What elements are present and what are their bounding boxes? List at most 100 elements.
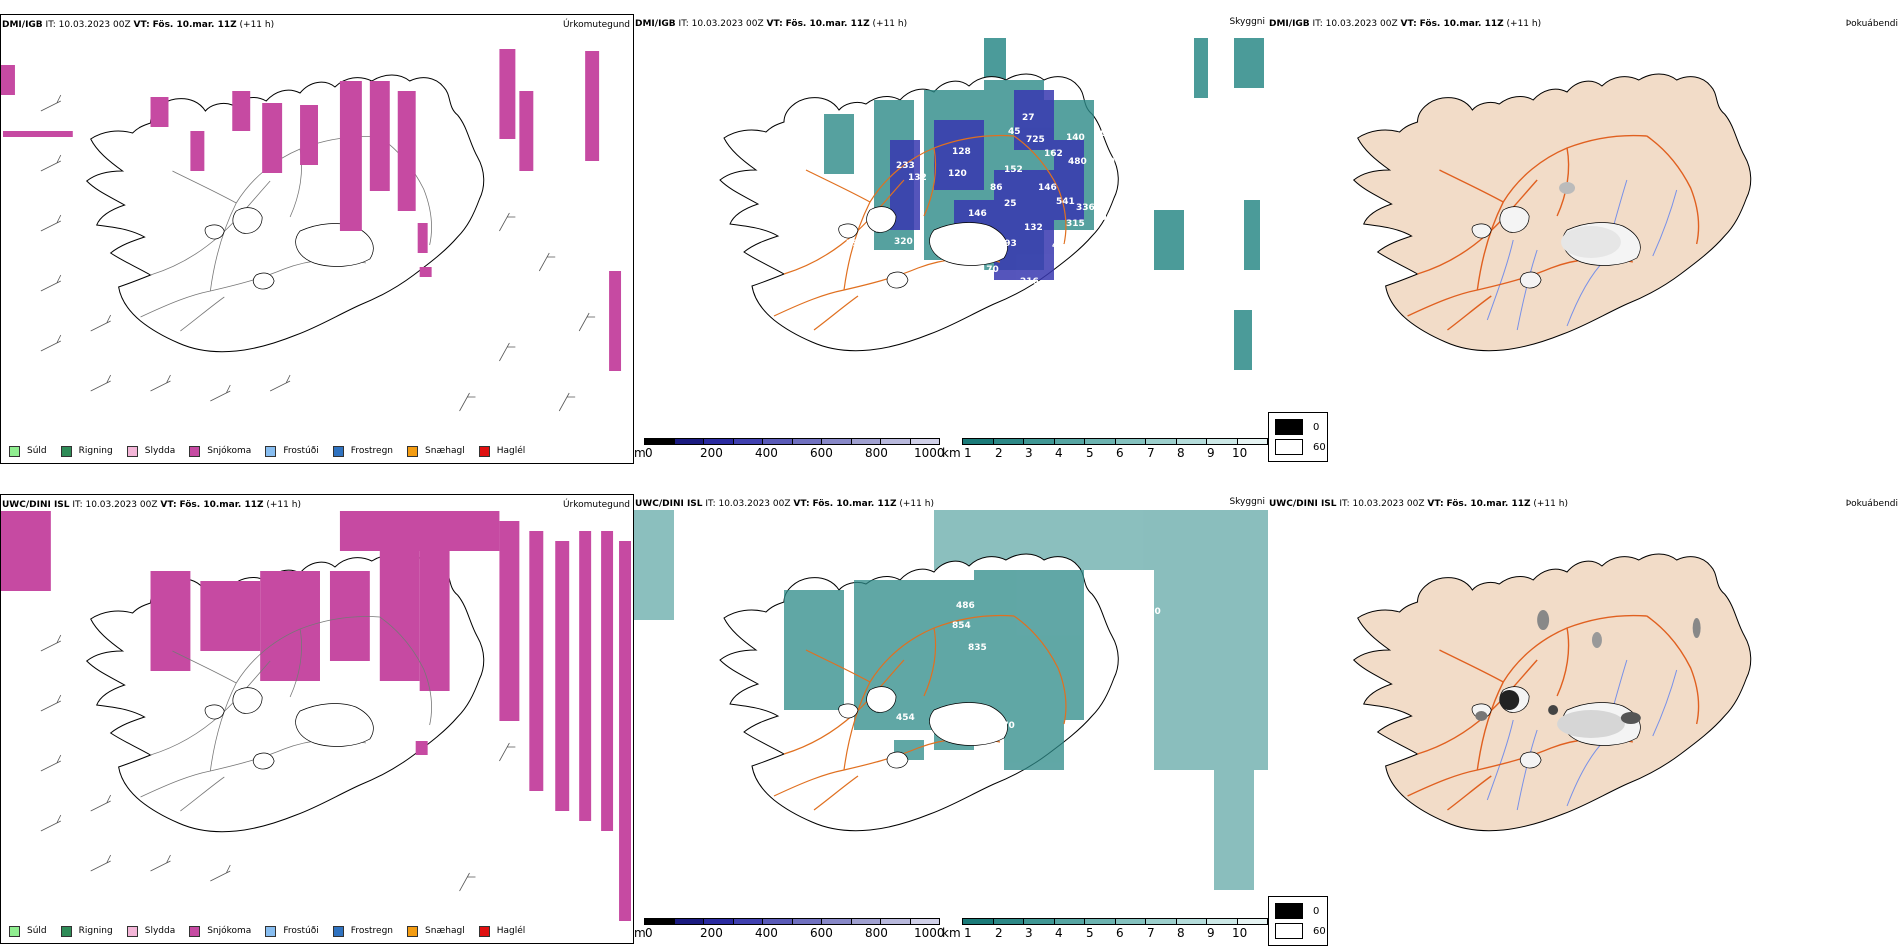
map-label: 201 bbox=[1094, 213, 1113, 223]
map-label: 541 bbox=[1056, 197, 1075, 207]
legend-item: Rigning bbox=[60, 445, 113, 457]
map-label: 146 bbox=[968, 209, 987, 219]
panel-product-label: Skyggni bbox=[1229, 17, 1265, 27]
colorbar-tick: 10 bbox=[1232, 446, 1248, 460]
map-label: 120 bbox=[948, 169, 967, 179]
fog-key: 0 60 bbox=[1268, 896, 1328, 946]
panel-precip-type-uwc: UWC/DINI ISL IT: 10.03.2023 00Z VT: Fös.… bbox=[0, 494, 634, 944]
colorbar-tick: 200 bbox=[700, 446, 723, 460]
panel-product-label: Skyggni bbox=[1229, 497, 1265, 507]
map-label: 835 bbox=[968, 643, 987, 653]
panel-product-label: Þokuábendi bbox=[1845, 19, 1898, 29]
panel-precip-type-dmi: DMI/IGB IT: 10.03.2023 00Z VT: Fös. 10.m… bbox=[0, 14, 634, 464]
panel-product-label: Þokuábendi bbox=[1845, 499, 1898, 509]
colorbar-unit: m bbox=[634, 926, 646, 940]
fog-index-map bbox=[1353, 73, 1752, 352]
legend-swatch bbox=[478, 925, 490, 937]
colorbar-tick: 600 bbox=[810, 926, 833, 940]
visibility-labels: 486 854 835 170 454 221 291 570 285 218 bbox=[896, 601, 1161, 739]
wind-barbs bbox=[40, 634, 516, 892]
fog-key-swatch bbox=[1275, 923, 1303, 939]
colorbar-tick: 3 bbox=[1025, 446, 1033, 460]
colorbar-tick: 6 bbox=[1116, 926, 1124, 940]
map-label: 152 bbox=[1004, 165, 1023, 175]
map-label: 472 bbox=[1052, 241, 1071, 251]
colorbar-tick: 2 bbox=[995, 926, 1003, 940]
panel-title: DMI/IGB IT: 10.03.2023 00Z VT: Fös. 10.m… bbox=[2, 20, 275, 30]
colorbar-tick: 5 bbox=[1086, 446, 1094, 460]
fog-key: 0 60 bbox=[1268, 412, 1328, 462]
colorbar-tick: 0 bbox=[645, 446, 653, 460]
colorbar-tick: 600 bbox=[810, 446, 833, 460]
colorbar-tick: 8 bbox=[1177, 926, 1185, 940]
wind-barbs bbox=[40, 94, 596, 412]
visibility-colorbar: km 1 2 3 4 5 6 7 8 9 10 bbox=[942, 438, 1268, 462]
map-label: 336 bbox=[1076, 203, 1095, 213]
panel-product-label: Úrkomutegund bbox=[562, 500, 630, 510]
fog-key-row: 0 bbox=[1275, 903, 1319, 919]
map-label: 140 bbox=[954, 251, 973, 261]
map-label: 854 bbox=[952, 621, 971, 631]
map-label: 216 bbox=[1020, 277, 1039, 287]
colorbar-tick: 1 bbox=[964, 926, 972, 940]
map-label: 45 bbox=[1008, 127, 1021, 137]
colorbar-unit: km bbox=[942, 926, 961, 940]
precip-legend: Súld Rigning Slydda Snjókoma Frostúði Fr… bbox=[1, 920, 531, 942]
panel-title: DMI/IGB IT: 10.03.2023 00Z VT: Fös. 10.m… bbox=[635, 19, 908, 29]
map-label: 140 bbox=[1066, 133, 1085, 143]
legend-item: Snæhagl bbox=[407, 445, 465, 457]
map-label: 154 bbox=[1074, 253, 1093, 263]
map-label: 170 bbox=[980, 265, 999, 275]
legend-item: Snæhagl bbox=[407, 925, 465, 937]
colorbar-tick: 9 bbox=[1207, 446, 1215, 460]
panel-visibility-uwc: UWC/DINI ISL IT: 10.03.2023 00Z VT: Fös.… bbox=[634, 494, 1268, 944]
precip-legend: Súld Rigning Slydda Snjókoma Frostúði Fr… bbox=[1, 440, 531, 462]
panel-visibility-dmi: DMI/IGB IT: 10.03.2023 00Z VT: Fös. 10.m… bbox=[634, 14, 1268, 464]
map-label: 725 bbox=[1026, 135, 1045, 145]
legend-item: Súld bbox=[9, 925, 47, 937]
snow-areas bbox=[1, 511, 632, 921]
legend-item: Frostúði bbox=[265, 925, 319, 937]
map-label: 181 bbox=[1100, 263, 1119, 273]
map-label: 146 bbox=[1038, 183, 1057, 193]
map-label: 315 bbox=[1066, 219, 1085, 229]
precip-type-map bbox=[1, 49, 622, 412]
legend-swatch bbox=[407, 925, 419, 937]
visibility-map: 27 45 725 140 109 128 233 162 480 120 13… bbox=[719, 38, 1264, 370]
legend-item: Rigning bbox=[60, 925, 113, 937]
legend-swatch bbox=[332, 925, 344, 937]
map-label: 100 bbox=[1096, 157, 1115, 167]
colorbar-tick: 400 bbox=[755, 926, 778, 940]
legend-item: Haglél bbox=[478, 445, 525, 457]
map-label: 130 bbox=[1076, 277, 1095, 287]
legend-item: Haglél bbox=[478, 925, 525, 937]
legend-swatch bbox=[478, 445, 490, 457]
map-label: 132 bbox=[908, 173, 927, 183]
colorbar-tick: 4 bbox=[1055, 926, 1063, 940]
legend-swatch bbox=[332, 445, 344, 457]
legend-swatch bbox=[126, 445, 138, 457]
colorbar-tick: 800 bbox=[865, 446, 888, 460]
fog-key-swatch bbox=[1275, 419, 1303, 435]
fog-index-map bbox=[1353, 553, 1752, 832]
visibility-map: 486 854 835 170 454 221 291 570 285 218 bbox=[634, 510, 1268, 890]
panel-product-label: Úrkomutegund bbox=[562, 20, 630, 30]
legend-item: Snjókoma bbox=[189, 445, 251, 457]
legend-item: Frostregn bbox=[332, 445, 393, 457]
legend-swatch bbox=[60, 445, 72, 457]
map-label: 285 bbox=[1106, 713, 1125, 723]
colorbar-tick: 400 bbox=[755, 446, 778, 460]
cloud-base-colorbar: m 0 200 400 600 800 1000 bbox=[634, 918, 945, 942]
map-label: 570 bbox=[996, 721, 1015, 731]
visibility-colorbar: km 1 2 3 4 5 6 7 8 9 10 bbox=[942, 918, 1268, 942]
map-label: 132 bbox=[1056, 275, 1075, 285]
colorbar-tick: 1000 bbox=[914, 926, 945, 940]
fog-key-row: 60 bbox=[1275, 439, 1326, 455]
cloud-base-labels: 27 45 725 140 109 128 233 162 480 120 13… bbox=[846, 113, 1135, 287]
colorbar-unit: m bbox=[634, 446, 646, 460]
fog-key-swatch bbox=[1275, 439, 1303, 455]
colorbar-tick: 200 bbox=[700, 926, 723, 940]
legend-item: Slydda bbox=[126, 925, 175, 937]
map-label: 218 bbox=[1116, 729, 1135, 739]
colorbar-tick: 8 bbox=[1177, 446, 1185, 460]
